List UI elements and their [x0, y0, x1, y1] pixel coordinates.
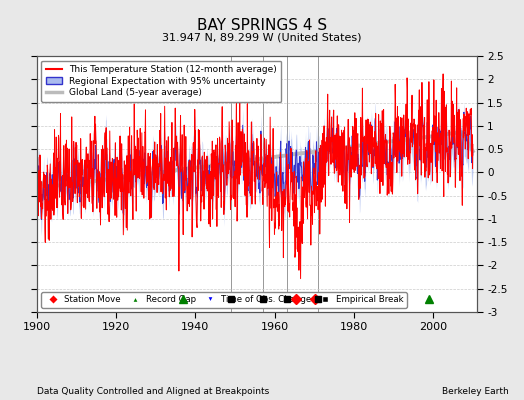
Text: BAY SPRINGS 4 S: BAY SPRINGS 4 S: [197, 18, 327, 33]
Text: Berkeley Earth: Berkeley Earth: [442, 387, 508, 396]
Text: Data Quality Controlled and Aligned at Breakpoints: Data Quality Controlled and Aligned at B…: [37, 387, 269, 396]
Legend: Station Move, Record Gap, Time of Obs. Change, Empirical Break: Station Move, Record Gap, Time of Obs. C…: [41, 292, 407, 308]
Text: 31.947 N, 89.299 W (United States): 31.947 N, 89.299 W (United States): [162, 33, 362, 43]
